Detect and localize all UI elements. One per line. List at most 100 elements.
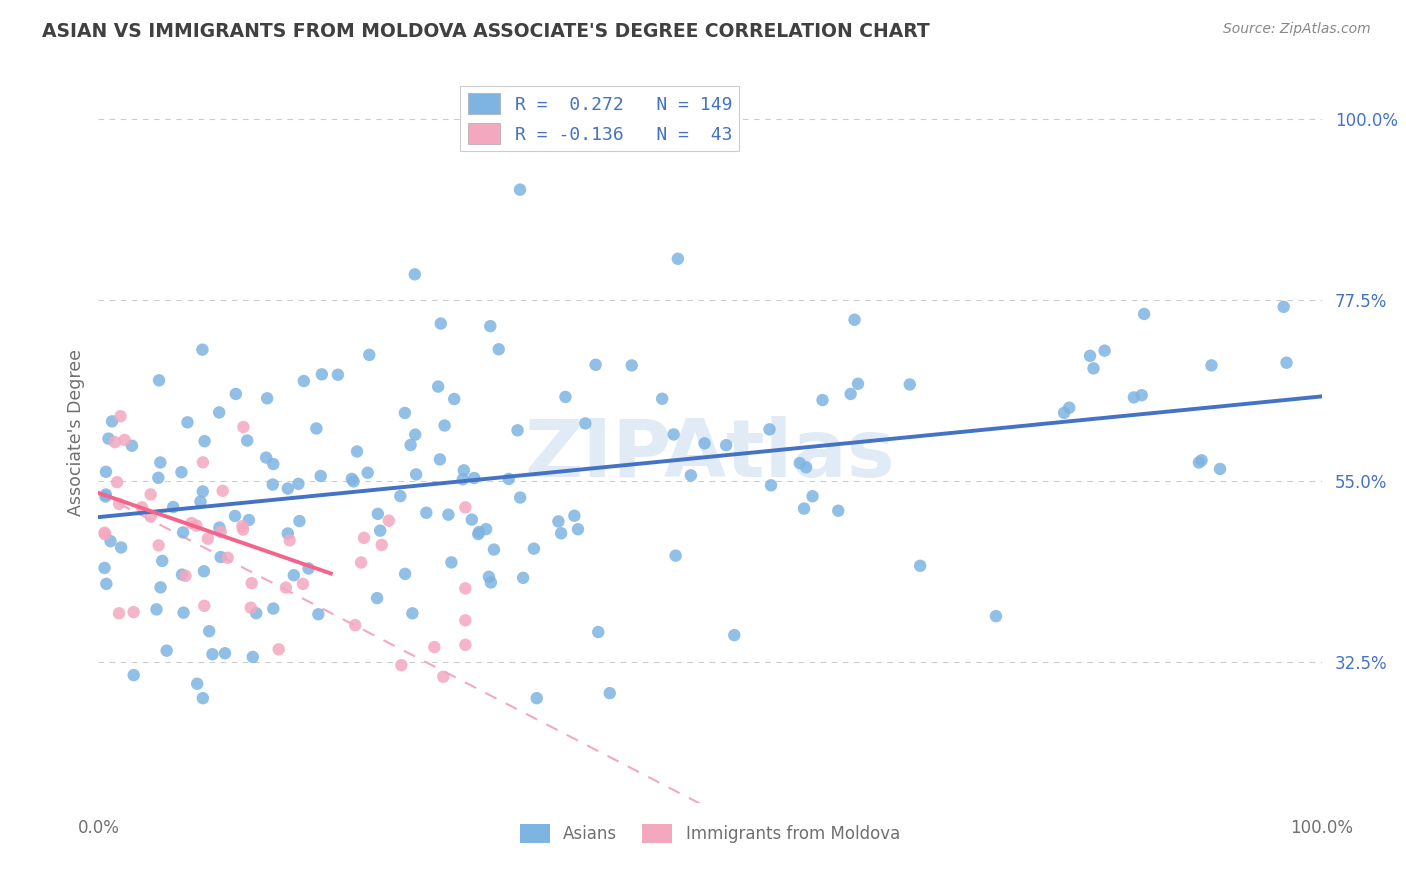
Point xyxy=(172,525,194,540)
Point xyxy=(389,489,412,503)
Point xyxy=(283,568,305,582)
Point xyxy=(574,417,596,431)
Point xyxy=(278,533,301,548)
Point xyxy=(104,435,127,450)
Point xyxy=(311,368,333,382)
Point xyxy=(231,519,253,533)
Point xyxy=(101,414,124,428)
Point xyxy=(353,531,375,545)
Point xyxy=(198,624,221,639)
Point xyxy=(191,343,214,357)
Point xyxy=(567,522,589,536)
Point xyxy=(148,471,170,485)
Point xyxy=(401,607,423,621)
Point xyxy=(693,436,716,450)
Point xyxy=(277,526,299,541)
Point xyxy=(186,518,208,533)
Point xyxy=(432,670,454,684)
Point xyxy=(340,472,363,486)
Point xyxy=(526,691,548,706)
Point xyxy=(1201,359,1223,373)
Point xyxy=(105,475,128,490)
Point xyxy=(254,450,277,465)
Point xyxy=(232,523,254,537)
Point xyxy=(209,524,232,539)
Point xyxy=(176,415,198,429)
Point xyxy=(359,348,381,362)
Point xyxy=(1188,455,1211,469)
Point xyxy=(1272,300,1295,314)
Point xyxy=(378,514,401,528)
Point xyxy=(389,658,412,673)
Point xyxy=(479,319,502,334)
Legend: Asians, Immigrants from Moldova: Asians, Immigrants from Moldova xyxy=(513,817,907,850)
Point xyxy=(679,468,702,483)
Point xyxy=(309,469,332,483)
Point xyxy=(368,524,391,538)
Point xyxy=(346,444,368,458)
Point xyxy=(197,532,219,546)
Point xyxy=(404,427,426,442)
Point xyxy=(550,526,572,541)
Point xyxy=(122,668,145,682)
Point xyxy=(394,406,416,420)
Point xyxy=(478,570,501,584)
Text: ASIAN VS IMMIGRANTS FROM MOLDOVA ASSOCIATE'S DEGREE CORRELATION CHART: ASIAN VS IMMIGRANTS FROM MOLDOVA ASSOCIA… xyxy=(42,22,929,41)
Point xyxy=(288,514,311,528)
Point xyxy=(110,409,132,424)
Point xyxy=(121,439,143,453)
Point xyxy=(350,556,373,570)
Point xyxy=(262,601,284,615)
Point xyxy=(262,457,284,471)
Point xyxy=(404,268,426,282)
Point xyxy=(585,358,607,372)
Point xyxy=(666,252,689,266)
Point xyxy=(208,521,231,535)
Point xyxy=(170,567,193,582)
Point xyxy=(139,509,162,524)
Point xyxy=(509,183,531,197)
Point xyxy=(114,433,136,447)
Point xyxy=(240,576,263,591)
Point xyxy=(170,465,193,479)
Point xyxy=(651,392,673,406)
Point xyxy=(827,504,849,518)
Point xyxy=(232,420,254,434)
Point xyxy=(454,582,477,596)
Point xyxy=(399,438,422,452)
Point xyxy=(201,647,224,661)
Text: ZIPAtlas: ZIPAtlas xyxy=(524,416,896,494)
Point xyxy=(149,580,172,594)
Y-axis label: Associate's Degree: Associate's Degree xyxy=(66,349,84,516)
Point xyxy=(437,508,460,522)
Point xyxy=(238,513,260,527)
Text: Source: ZipAtlas.com: Source: ZipAtlas.com xyxy=(1223,22,1371,37)
Point xyxy=(242,649,264,664)
Point xyxy=(405,467,427,482)
Point xyxy=(1133,307,1156,321)
Point xyxy=(1083,361,1105,376)
Point xyxy=(97,432,120,446)
Point xyxy=(148,538,170,552)
Point xyxy=(94,490,117,504)
Point xyxy=(131,500,153,515)
Point xyxy=(94,527,117,541)
Point xyxy=(759,478,782,492)
Point xyxy=(190,494,212,508)
Point xyxy=(145,602,167,616)
Point xyxy=(208,405,231,419)
Point xyxy=(1078,349,1101,363)
Point xyxy=(224,508,246,523)
Point xyxy=(512,571,534,585)
Point xyxy=(794,460,817,475)
Point xyxy=(173,606,195,620)
Point xyxy=(475,522,498,536)
Point xyxy=(898,377,921,392)
Point xyxy=(789,456,811,470)
Point xyxy=(162,500,184,514)
Point xyxy=(307,607,329,622)
Point xyxy=(367,507,389,521)
Point xyxy=(665,549,688,563)
Point xyxy=(908,558,931,573)
Point xyxy=(211,483,233,498)
